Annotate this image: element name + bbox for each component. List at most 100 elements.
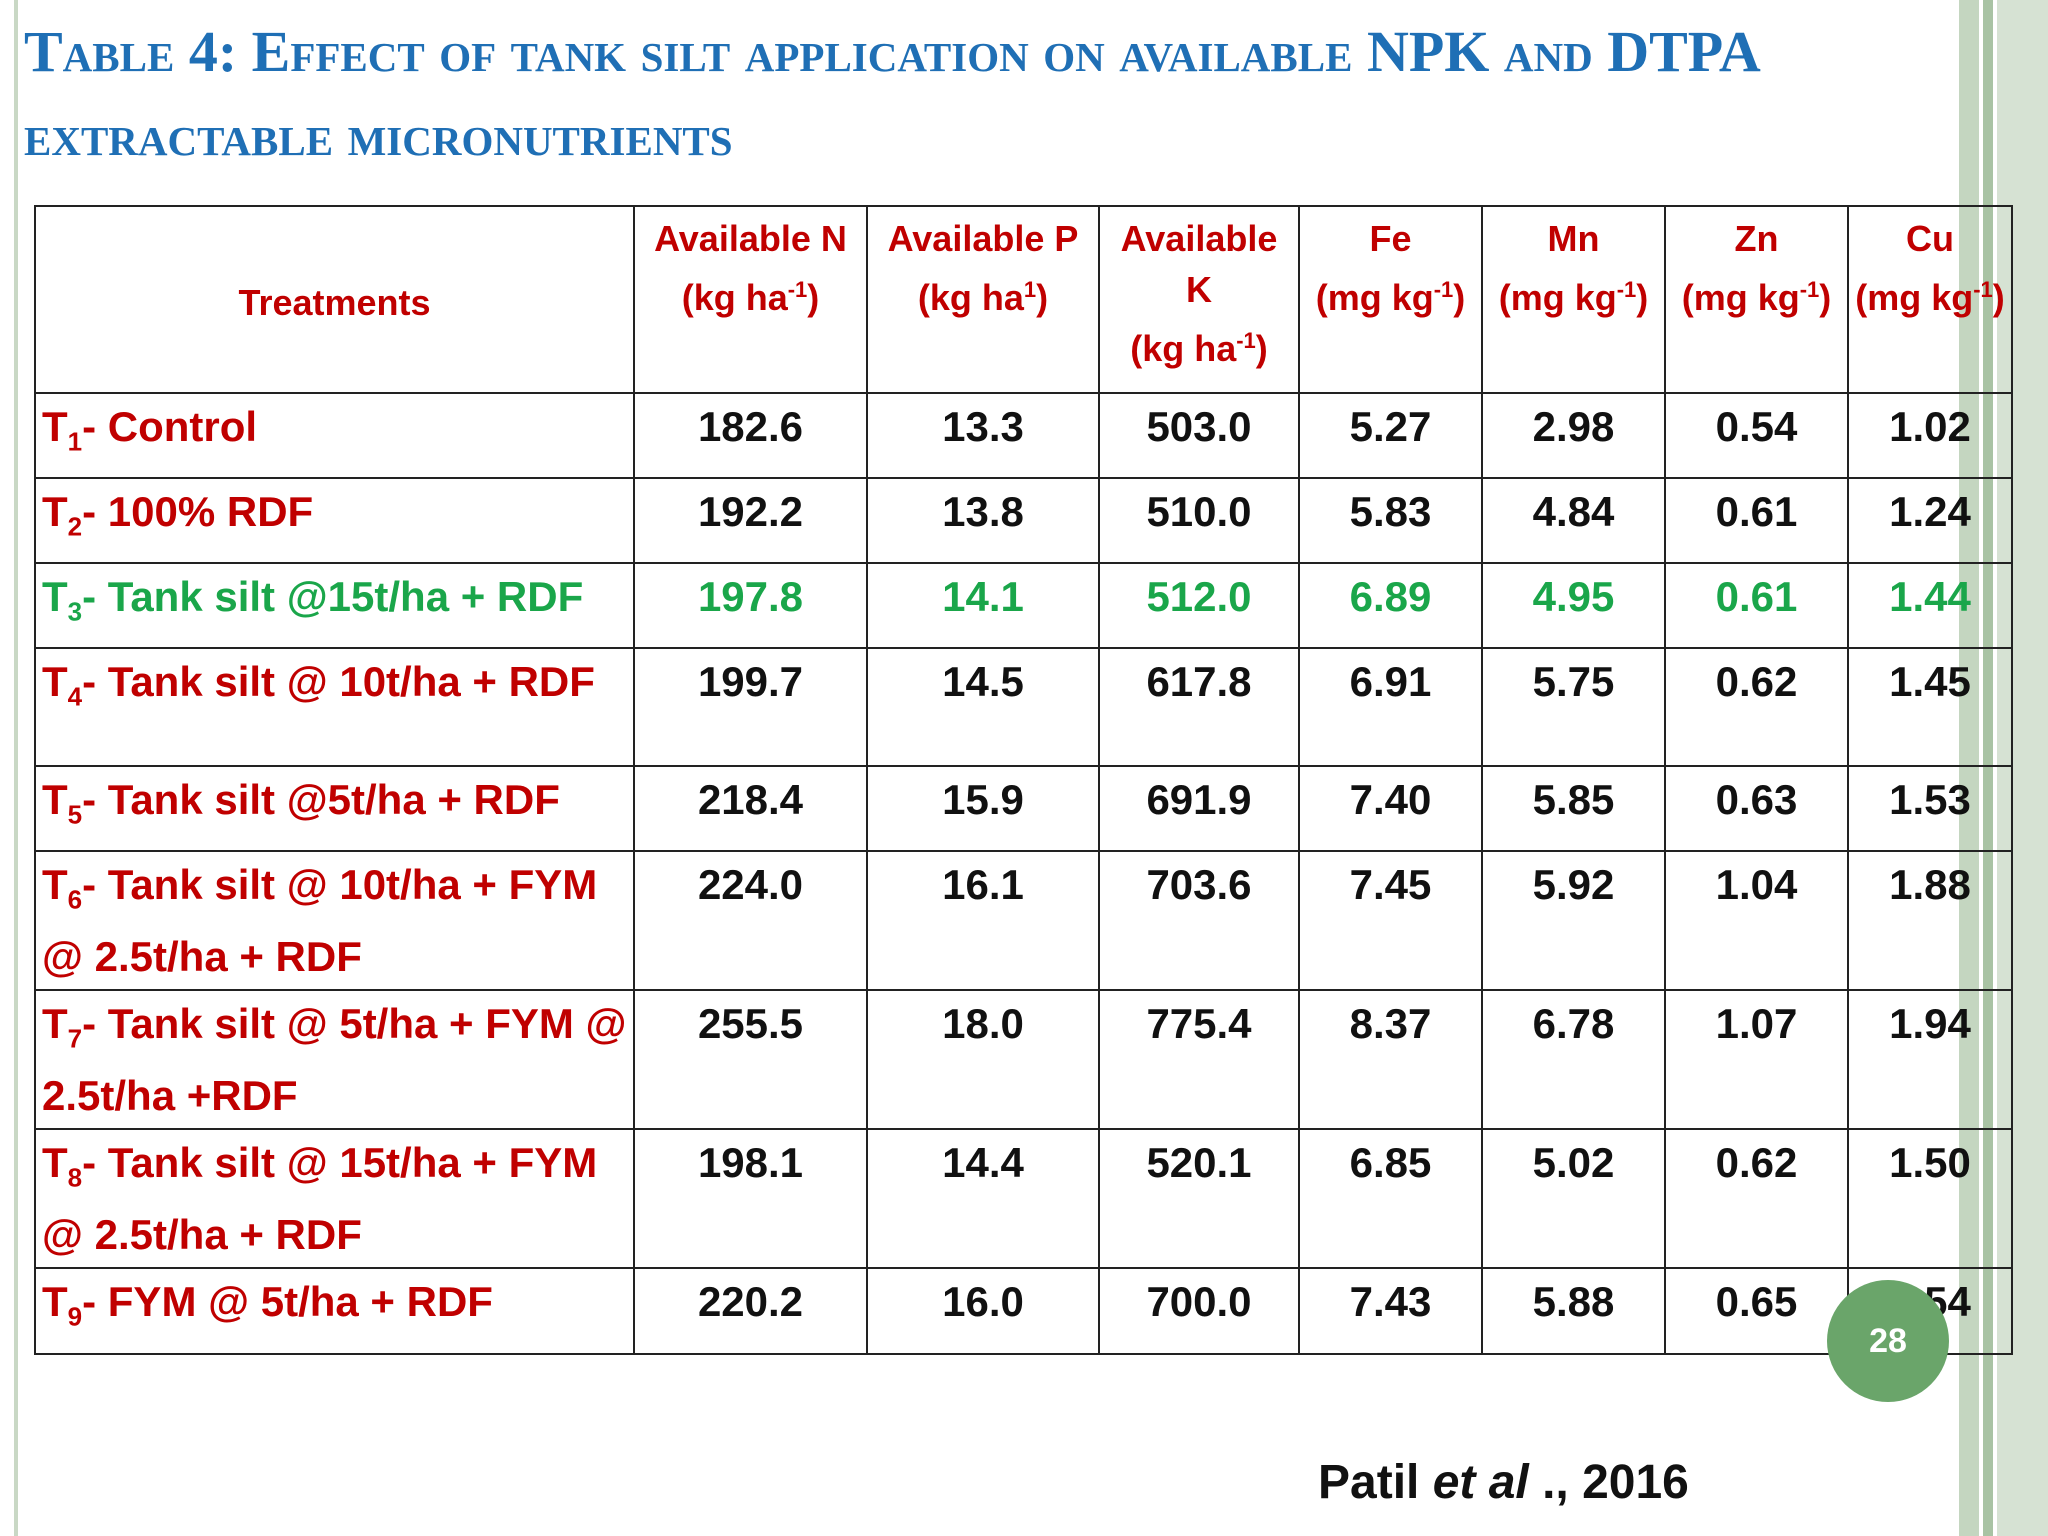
treatment-cell: T7- Tank silt @ 5t/ha + FYM @ 2.5t/ha +R… <box>34 989 635 1130</box>
treatment-label: - Control <box>82 403 258 450</box>
value-cell: 1.44 <box>1847 562 2013 649</box>
value-cell: 16.0 <box>866 1267 1100 1355</box>
treatment-label: - Tank silt @5t/ha + RDF <box>82 776 560 823</box>
value-cell: 7.40 <box>1298 765 1483 852</box>
header-unit: (mg kg <box>1498 277 1617 318</box>
value-cell: 1.02 <box>1847 392 2013 479</box>
table-row: T1- Control 182.6 13.3 503.0 5.27 2.98 0.54 1.0… <box>34 392 2013 479</box>
value-cell: 198.1 <box>633 1128 868 1269</box>
value-cell: 6.89 <box>1298 562 1483 649</box>
value-cell: 0.65 <box>1664 1267 1849 1355</box>
value-cell: 691.9 <box>1098 765 1300 852</box>
value-cell: 512.0 <box>1098 562 1300 649</box>
header-cell: Zn (mg kg-1) <box>1664 205 1849 394</box>
value-cell: 5.27 <box>1298 392 1483 479</box>
header-unit: (mg kg <box>1681 277 1800 318</box>
header-cell: Available K (kg ha-1) <box>1098 205 1300 394</box>
treatment-prefix: T <box>42 1278 68 1325</box>
treatment-prefix: T <box>42 403 68 450</box>
value-cell: 220.2 <box>633 1267 868 1355</box>
value-cell: 5.88 <box>1481 1267 1666 1355</box>
header-unit: ) <box>1992 277 2005 318</box>
header-cell: Cu (mg kg-1) <box>1847 205 2013 394</box>
value-cell: 16.1 <box>866 850 1100 991</box>
treatment-prefix: T <box>42 861 68 908</box>
header-cell: Available N (kg ha-1) <box>633 205 868 394</box>
treatment-cell: T6- Tank silt @ 10t/ha + FYM @ 2.5t/ha +… <box>34 850 635 991</box>
value-cell: 520.1 <box>1098 1128 1300 1269</box>
treatment-sub: 2 <box>67 511 83 542</box>
treatment-cell: T4- Tank silt @ 10t/ha + RDF <box>34 647 635 767</box>
treatment-prefix: T <box>42 573 68 620</box>
value-cell: 6.91 <box>1298 647 1483 767</box>
value-cell: 6.78 <box>1481 989 1666 1130</box>
value-cell: 1.53 <box>1847 765 2013 852</box>
header-unit: ) <box>1036 277 1049 318</box>
value-cell: 14.4 <box>866 1128 1100 1269</box>
value-cell: 0.61 <box>1664 477 1849 564</box>
header-label: Available P <box>887 218 1079 259</box>
value-cell: 13.8 <box>866 477 1100 564</box>
slide-title: Table 4: Effect of tank silt application… <box>24 19 1758 168</box>
table-row: T6- Tank silt @ 10t/ha + FYM @ 2.5t/ha +… <box>34 850 2013 991</box>
header-label: Cu <box>1906 218 1954 259</box>
page-number: 28 <box>1827 1280 1949 1402</box>
value-cell: 5.92 <box>1481 850 1666 991</box>
treatment-prefix: T <box>42 1000 68 1047</box>
header-unit: ) <box>1819 277 1832 318</box>
header-sup: -1 <box>1236 328 1256 353</box>
value-cell: 703.6 <box>1098 850 1300 991</box>
value-cell: 14.5 <box>866 647 1100 767</box>
value-cell: 1.88 <box>1847 850 2013 991</box>
treatment-cell: T9- FYM @ 5t/ha + RDF <box>34 1267 635 1355</box>
value-cell: 0.61 <box>1664 562 1849 649</box>
header-label: Available N <box>654 218 847 259</box>
value-cell: 503.0 <box>1098 392 1300 479</box>
header-sup: -1 <box>1433 277 1454 302</box>
treatment-label: - 100% RDF <box>82 488 314 535</box>
value-cell: 199.7 <box>633 647 868 767</box>
treatment-sub: 4 <box>67 681 83 712</box>
header-label: Fe <box>1369 218 1412 259</box>
header-cell: Available P (kg ha1) <box>866 205 1100 394</box>
header-unit: (kg ha <box>917 277 1024 318</box>
value-cell: 1.50 <box>1847 1128 2013 1269</box>
value-cell: 6.85 <box>1298 1128 1483 1269</box>
value-cell: 617.8 <box>1098 647 1300 767</box>
value-cell: 197.8 <box>633 562 868 649</box>
treatment-sub: 6 <box>67 884 83 915</box>
header-cell: Fe (mg kg-1) <box>1298 205 1483 394</box>
header-sup: -1 <box>787 277 808 302</box>
header-unit: (mg kg <box>1315 277 1434 318</box>
value-cell: 182.6 <box>633 392 868 479</box>
value-cell: 7.43 <box>1298 1267 1483 1355</box>
table-row: T5- Tank silt @5t/ha + RDF 218.4 15.9 691.9… <box>34 765 2013 852</box>
value-cell: 1.07 <box>1664 989 1849 1130</box>
treatment-cell: T8- Tank silt @ 15t/ha + FYM @ 2.5t/ha +… <box>34 1128 635 1269</box>
treatment-cell: T2- 100% RDF <box>34 477 635 564</box>
value-cell: 13.3 <box>866 392 1100 479</box>
value-cell: 255.5 <box>633 989 868 1130</box>
header-unit: ) <box>1636 277 1649 318</box>
table-row: T8- Tank silt @ 15t/ha + FYM @ 2.5t/ha +… <box>34 1128 2013 1269</box>
value-cell: 7.45 <box>1298 850 1483 991</box>
treatment-label: - Tank silt @15t/ha + RDF <box>82 573 584 620</box>
value-cell: 1.94 <box>1847 989 2013 1130</box>
value-cell: 1.04 <box>1664 850 1849 991</box>
value-cell: 5.75 <box>1481 647 1666 767</box>
treatment-sub: 1 <box>67 426 83 457</box>
header-unit: ) <box>807 277 820 318</box>
treatment-prefix: T <box>42 776 68 823</box>
value-cell: 0.62 <box>1664 1128 1849 1269</box>
value-cell: 2.98 <box>1481 392 1666 479</box>
treatment-sub: 3 <box>67 596 83 627</box>
citation-author: Patil <box>1318 1456 1433 1509</box>
value-cell: 18.0 <box>866 989 1100 1130</box>
treatment-prefix: T <box>42 488 68 535</box>
header-label: Available K <box>1120 218 1278 310</box>
treatment-label: - Tank silt @ 5t/ha + FYM @ 2.5t/ha +RDF <box>42 1000 627 1120</box>
header-unit: (mg kg <box>1855 277 1974 318</box>
value-cell: 4.84 <box>1481 477 1666 564</box>
value-cell: 1.45 <box>1847 647 2013 767</box>
